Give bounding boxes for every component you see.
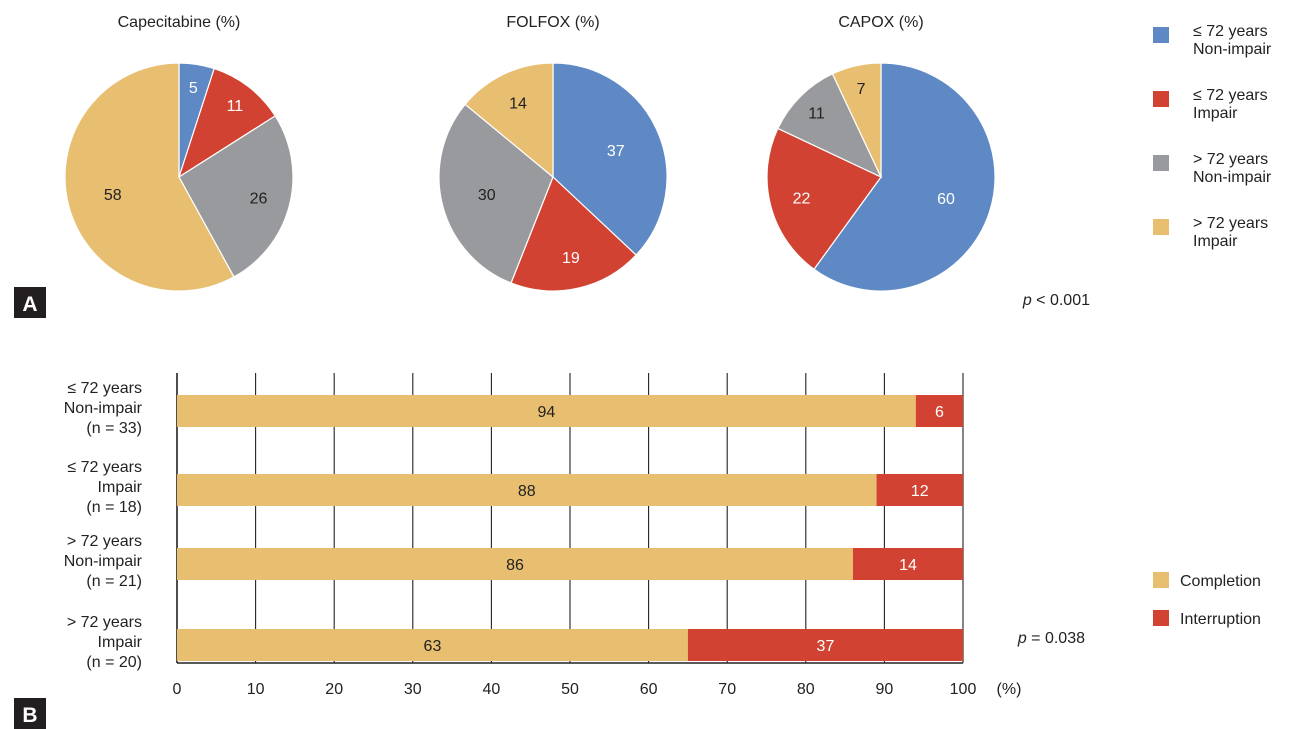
pie-title-capox: CAPOX (%) (838, 14, 923, 31)
x-tick-label-40: 40 (483, 681, 501, 698)
legend-b-swatch-0 (1153, 572, 1169, 588)
panel-a-label: A (14, 287, 46, 318)
pie-title-capecitabine: Capecitabine (%) (118, 14, 241, 31)
legend-a-label-2-line1: > 72 years (1193, 151, 1268, 168)
pie-label-folfox-1: 19 (562, 250, 580, 267)
x-tick-label-100: 100 (950, 681, 977, 698)
legend-a-label-1-line1: ≤ 72 years (1193, 87, 1268, 104)
category-label-2-line2: Non-impair (64, 553, 143, 570)
pie-title-folfox: FOLFOX (%) (506, 14, 599, 31)
pie-chart-folfox: FOLFOX (%) 37 19 30 14 (438, 14, 668, 292)
bar-label-interruption-1: 12 (911, 483, 929, 500)
pie-label-capox-0: 60 (937, 191, 955, 208)
bar-completion-1 (177, 474, 877, 506)
x-tick-label-90: 90 (876, 681, 894, 698)
bar-completion-2 (177, 548, 853, 580)
pie-label-folfox-2: 30 (478, 187, 496, 204)
category-label-0-line2: Non-impair (64, 400, 143, 417)
panel-b-label-text: B (22, 704, 37, 727)
legend-a-label-0-line1: ≤ 72 years (1193, 23, 1268, 40)
pie-slice-folfox-3 (464, 62, 554, 179)
legend-a-swatch-2 (1153, 155, 1169, 171)
pie-label-capox-2: 11 (808, 106, 825, 123)
legend-a-label-3-line1: > 72 years (1193, 215, 1268, 232)
bar-label-completion-1: 88 (518, 483, 536, 500)
legend-b-label-0: Completion (1180, 573, 1261, 590)
x-tick-label-70: 70 (718, 681, 736, 698)
category-label-1-line1: ≤ 72 years (67, 459, 142, 476)
bar-label-interruption-2: 14 (899, 557, 917, 574)
pie-label-folfox-3: 14 (509, 96, 527, 113)
pie-slice-capecitabine-1 (177, 67, 277, 179)
pie-label-capecitabine-3: 58 (104, 187, 122, 204)
category-label-1-line2: Impair (98, 479, 143, 496)
x-axis-unit: (%) (997, 681, 1022, 698)
bar-label-completion-3: 63 (424, 638, 442, 655)
x-tick-label-20: 20 (325, 681, 343, 698)
bar-label-completion-2: 86 (506, 557, 524, 574)
pie-slice-folfox-0 (552, 62, 668, 256)
bar-interruption-1 (876, 474, 963, 506)
stacked-bar-chart: 0 10 20 30 40 50 60 70 80 90 100 (%) 94 6 ≤ 72 years No… (64, 373, 1022, 698)
legend-a-swatch-0 (1153, 27, 1169, 43)
panel-b-label: B (14, 698, 46, 729)
legend-b-label-1: Interruption (1180, 611, 1261, 628)
x-tick-label-10: 10 (247, 681, 265, 698)
category-label-2-line3: (n = 21) (86, 573, 142, 590)
pie-chart-capox: CAPOX (%) 60 22 11 7 (766, 14, 996, 292)
bar-label-interruption-3: 37 (817, 638, 835, 655)
panel-a-label-text: A (22, 293, 37, 316)
pie-slice-capecitabine-3 (64, 62, 235, 292)
pie-label-capox-1: 22 (793, 190, 811, 207)
bar-interruption-0 (915, 395, 963, 427)
x-tick-label-30: 30 (404, 681, 422, 698)
pie-chart-capecitabine: Capecitabine (%) 5 11 26 58 (64, 14, 294, 292)
legend-panel-b: Completion Interruption (1153, 572, 1261, 628)
pie-slice-capox-0 (813, 62, 996, 292)
bar-completion-3 (177, 629, 688, 661)
category-label-3-line1: > 72 years (67, 614, 142, 631)
pie-label-capox-3: 7 (857, 81, 866, 98)
pie-label-capecitabine-2: 26 (250, 190, 268, 207)
category-label-0-line1: ≤ 72 years (67, 380, 142, 397)
legend-a-label-2-line2: Non-impair (1193, 169, 1272, 186)
category-label-1-line3: (n = 18) (86, 499, 142, 516)
bar-interruption-2 (852, 548, 963, 580)
pie-slice-capox-2 (777, 73, 883, 179)
category-label-2-line1: > 72 years (67, 533, 142, 550)
panel-b-label-box (14, 698, 46, 729)
pie-label-folfox-0: 37 (607, 143, 625, 160)
category-label-0-line3: (n = 33) (86, 420, 142, 437)
category-label-3-line2: Impair (98, 634, 143, 651)
p-value-a: p < 0.001 (1022, 292, 1090, 309)
x-tick-label-60: 60 (640, 681, 658, 698)
bar-label-interruption-0: 6 (935, 404, 944, 421)
legend-a-label-3-line2: Impair (1193, 233, 1238, 250)
bar-completion-0 (177, 395, 916, 427)
x-tick-label-0: 0 (173, 681, 182, 698)
panel-a-label-box (14, 287, 46, 318)
pie-label-capecitabine-0: 5 (189, 80, 198, 97)
p-value-b: p = 0.038 (1017, 630, 1085, 647)
category-label-3-line3: (n = 20) (86, 654, 142, 671)
legend-a-label-1-line2: Impair (1193, 105, 1238, 122)
pie-slice-capox-3 (831, 62, 882, 178)
legend-a-label-0-line2: Non-impair (1193, 41, 1272, 58)
legend-a-swatch-1 (1153, 91, 1169, 107)
pie-slice-folfox-2 (438, 103, 554, 284)
bar-label-completion-0: 94 (538, 404, 556, 421)
pie-slice-capecitabine-2 (178, 115, 294, 278)
x-tick-label-80: 80 (797, 681, 815, 698)
legend-b-swatch-1 (1153, 610, 1169, 626)
x-tick-label-50: 50 (561, 681, 579, 698)
bar-interruption-3 (687, 629, 963, 661)
legend-a-swatch-3 (1153, 219, 1169, 235)
pie-label-capecitabine-1: 11 (227, 98, 244, 115)
